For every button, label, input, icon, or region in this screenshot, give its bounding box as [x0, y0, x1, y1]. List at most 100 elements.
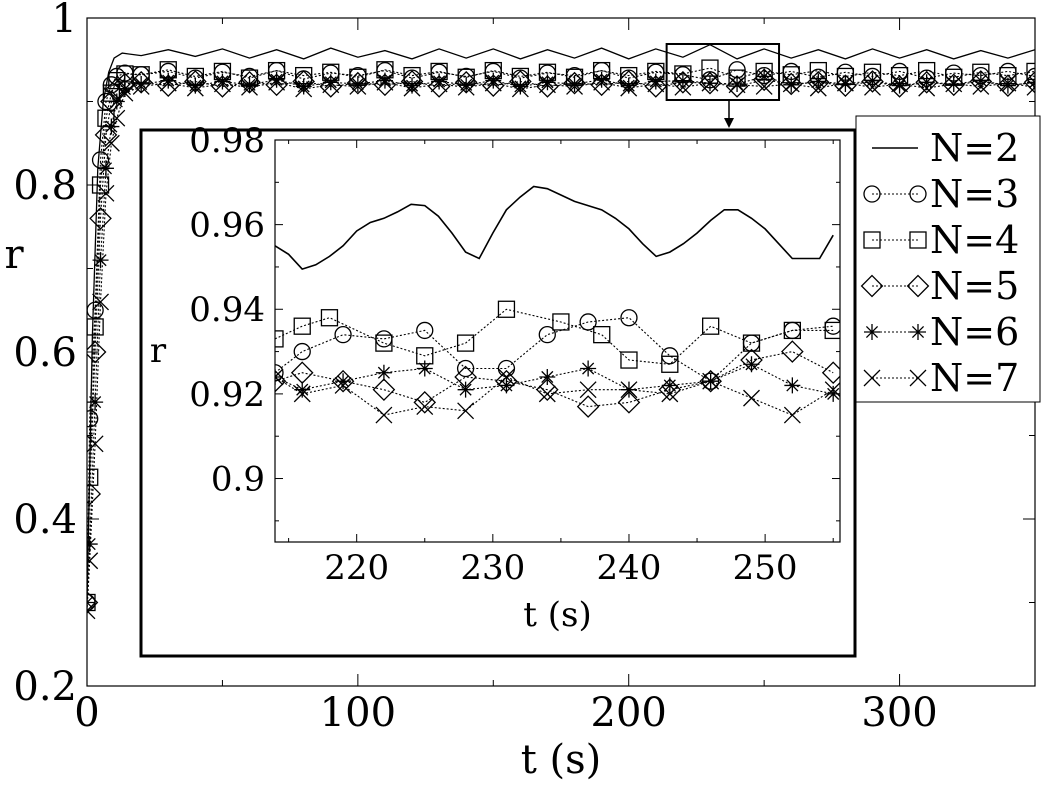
legend-marker [860, 274, 884, 298]
data-point [593, 71, 610, 88]
data-point [579, 381, 597, 399]
y-tick-label: 0.94 [189, 290, 265, 330]
data-point [320, 309, 339, 327]
data-point [94, 123, 118, 147]
data-point [996, 74, 1020, 97]
data-point [87, 602, 96, 620]
data-point [781, 340, 804, 363]
data-point [87, 435, 104, 453]
legend-item-n-6: N=6 [864, 310, 1019, 354]
legend-marker [906, 274, 930, 298]
data-point [416, 398, 434, 416]
data-point [349, 75, 366, 92]
data-point [728, 76, 746, 94]
series-line-n-4 [275, 308, 834, 365]
data-point [457, 381, 474, 398]
legend-marker [863, 231, 881, 249]
data-point [404, 77, 421, 94]
x-tick-label: 250 [733, 548, 798, 588]
data-point [512, 78, 529, 95]
zoom-region-marker [665, 43, 781, 128]
data-point [132, 78, 150, 95]
data-point [620, 77, 637, 94]
data-point [349, 78, 367, 95]
zoom-arrow-head [724, 118, 734, 128]
data-point [647, 75, 665, 93]
data-point [538, 76, 556, 94]
data-point [972, 72, 989, 89]
data-point [92, 252, 109, 269]
data-point [275, 364, 284, 382]
series-line-n-7 [87, 81, 1035, 611]
series-line-n-3 [87, 69, 1035, 603]
y-tick-label: 0.98 [189, 121, 265, 161]
data-point [566, 75, 583, 92]
y-tick-label: 0.9 [211, 459, 265, 499]
data-point [861, 70, 884, 93]
zoom-box [665, 43, 781, 101]
legend-label: N=5 [930, 264, 1019, 308]
legend-label: N=2 [930, 126, 1019, 170]
data-point [160, 72, 177, 89]
legend-marker [909, 185, 927, 203]
data-point [915, 70, 938, 94]
data-point [617, 391, 641, 414]
data-point [742, 334, 761, 352]
series-group [87, 43, 1035, 620]
data-point [456, 334, 475, 352]
data-point [293, 385, 311, 403]
data-point [783, 321, 801, 340]
data-point [293, 342, 311, 361]
legend-item-n-4: N=4 [863, 218, 1019, 262]
data-point [334, 376, 352, 394]
data-point [836, 74, 854, 92]
data-point [87, 394, 104, 411]
legend-marker [863, 369, 881, 387]
data-point [755, 78, 773, 95]
data-point [241, 78, 258, 96]
legend-marker [863, 185, 881, 203]
data-point [824, 381, 840, 399]
data-point [375, 364, 392, 381]
legend-label: N=3 [930, 172, 1019, 216]
data-point [416, 321, 434, 340]
y-axis-title: r [4, 232, 24, 278]
data-point [580, 360, 597, 377]
legend-label: N=4 [930, 218, 1019, 262]
data-point [294, 381, 311, 398]
x-axis-title: t (s) [523, 595, 591, 635]
data-point [576, 395, 600, 418]
legend-label: N=7 [930, 356, 1019, 400]
data-point [511, 80, 529, 98]
data-point [698, 71, 722, 95]
data-point [864, 72, 881, 89]
data-point [647, 73, 664, 90]
x-axis-title: t (s) [521, 737, 602, 783]
data-point [593, 326, 611, 344]
data-point [87, 410, 99, 428]
data-point [275, 330, 284, 348]
plot-frame [274, 139, 841, 543]
data-point [376, 73, 394, 91]
data-point [375, 406, 393, 424]
data-point [268, 71, 285, 88]
data-point [376, 72, 393, 89]
data-point [497, 368, 515, 386]
data-point [334, 326, 352, 344]
data-point [756, 68, 773, 85]
legend-marker [909, 369, 927, 387]
series-line-n-2 [275, 185, 834, 271]
data-point [620, 79, 638, 97]
data-point [945, 75, 963, 93]
data-point [430, 75, 448, 93]
data-point [97, 160, 114, 177]
data-point [821, 361, 840, 385]
data-point [186, 79, 204, 97]
data-point [891, 77, 908, 94]
data-point [743, 389, 760, 407]
data-point [972, 78, 990, 95]
y-tick-label: 0.8 [13, 163, 77, 209]
data-point [825, 385, 840, 402]
data-point [375, 334, 393, 352]
